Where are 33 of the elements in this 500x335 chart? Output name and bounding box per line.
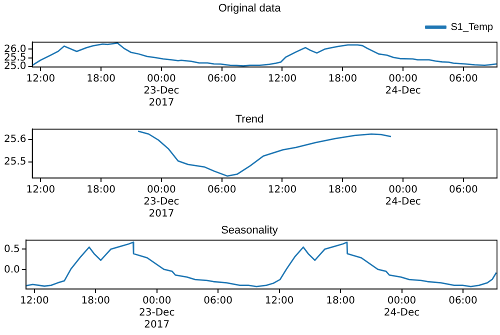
x-tick-label: 18:00 bbox=[326, 296, 355, 307]
legend-label: S1_Temp bbox=[450, 22, 494, 33]
x-tick-label: 18:00 bbox=[328, 74, 358, 85]
x-tick-label: 00:00 24-Dec bbox=[384, 296, 420, 319]
x-tick-label: 12:00 bbox=[26, 184, 56, 196]
x-tick-label: 00:00 23-Dec 2017 bbox=[144, 74, 180, 109]
y-tick-label: 25.5 bbox=[4, 156, 26, 168]
x-tick-label: 06:00 bbox=[449, 74, 478, 85]
x-tick-label: 00:00 24-Dec bbox=[385, 184, 421, 208]
x-tick-label: 00:00 23-Dec 2017 bbox=[144, 184, 180, 220]
chart-title: Trend bbox=[235, 114, 264, 126]
x-tick-label: 06:00 bbox=[448, 296, 478, 307]
x-tick-label: 06:00 bbox=[207, 184, 236, 196]
x-tick-label: 18:00 bbox=[86, 74, 116, 85]
x-tick-label: 12:00 bbox=[26, 74, 56, 85]
x-tick-label: 18:00 bbox=[328, 184, 358, 196]
x-tick-label: 00:00 24-Dec bbox=[385, 74, 421, 97]
x-tick-label: 00:00 23-Dec 2017 bbox=[139, 296, 175, 331]
y-tick-label: 0.0 bbox=[4, 264, 20, 276]
chart-title: Original data bbox=[218, 2, 282, 15]
x-tick-label: 12:00 bbox=[264, 296, 294, 307]
y-tick-label: 25.0 bbox=[4, 60, 26, 72]
x-tick-label: 18:00 bbox=[81, 296, 110, 307]
x-tick-label: 06:00 bbox=[207, 74, 236, 85]
y-tick-label: 0.5 bbox=[4, 244, 20, 255]
y-tick-label: 25.6 bbox=[4, 134, 26, 146]
chart-title: Seasonality bbox=[221, 224, 278, 237]
x-tick-label: 06:00 bbox=[204, 296, 232, 307]
x-tick-label: 06:00 bbox=[449, 184, 478, 196]
x-tick-label: 12:00 bbox=[268, 74, 297, 85]
x-tick-label: 12:00 bbox=[20, 296, 49, 307]
x-tick-label: 18:00 bbox=[86, 184, 116, 196]
x-tick-label: 12:00 bbox=[268, 184, 297, 196]
